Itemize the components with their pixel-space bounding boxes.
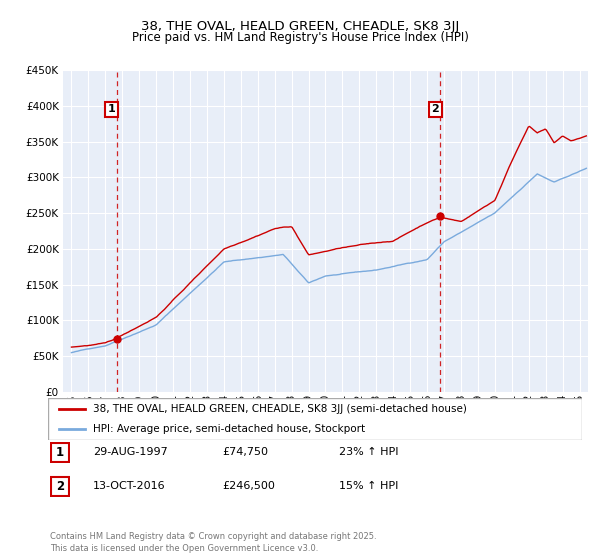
Text: 38, THE OVAL, HEALD GREEN, CHEADLE, SK8 3JJ: 38, THE OVAL, HEALD GREEN, CHEADLE, SK8 … bbox=[141, 20, 459, 32]
Text: 1: 1 bbox=[107, 104, 115, 114]
Text: 29-AUG-1997: 29-AUG-1997 bbox=[93, 447, 168, 458]
Text: Price paid vs. HM Land Registry's House Price Index (HPI): Price paid vs. HM Land Registry's House … bbox=[131, 31, 469, 44]
FancyBboxPatch shape bbox=[51, 443, 68, 462]
FancyBboxPatch shape bbox=[51, 477, 68, 496]
Text: HPI: Average price, semi-detached house, Stockport: HPI: Average price, semi-detached house,… bbox=[94, 424, 365, 434]
Text: 23% ↑ HPI: 23% ↑ HPI bbox=[339, 447, 398, 458]
Text: Contains HM Land Registry data © Crown copyright and database right 2025.
This d: Contains HM Land Registry data © Crown c… bbox=[50, 533, 376, 553]
FancyBboxPatch shape bbox=[48, 398, 582, 440]
Text: 2: 2 bbox=[431, 104, 439, 114]
Text: 38, THE OVAL, HEALD GREEN, CHEADLE, SK8 3JJ (semi-detached house): 38, THE OVAL, HEALD GREEN, CHEADLE, SK8 … bbox=[94, 404, 467, 414]
Text: 1: 1 bbox=[56, 446, 64, 459]
Text: 15% ↑ HPI: 15% ↑ HPI bbox=[339, 481, 398, 491]
Text: 2: 2 bbox=[56, 479, 64, 493]
Text: 13-OCT-2016: 13-OCT-2016 bbox=[93, 481, 166, 491]
Text: £74,750: £74,750 bbox=[222, 447, 268, 458]
Text: £246,500: £246,500 bbox=[222, 481, 275, 491]
